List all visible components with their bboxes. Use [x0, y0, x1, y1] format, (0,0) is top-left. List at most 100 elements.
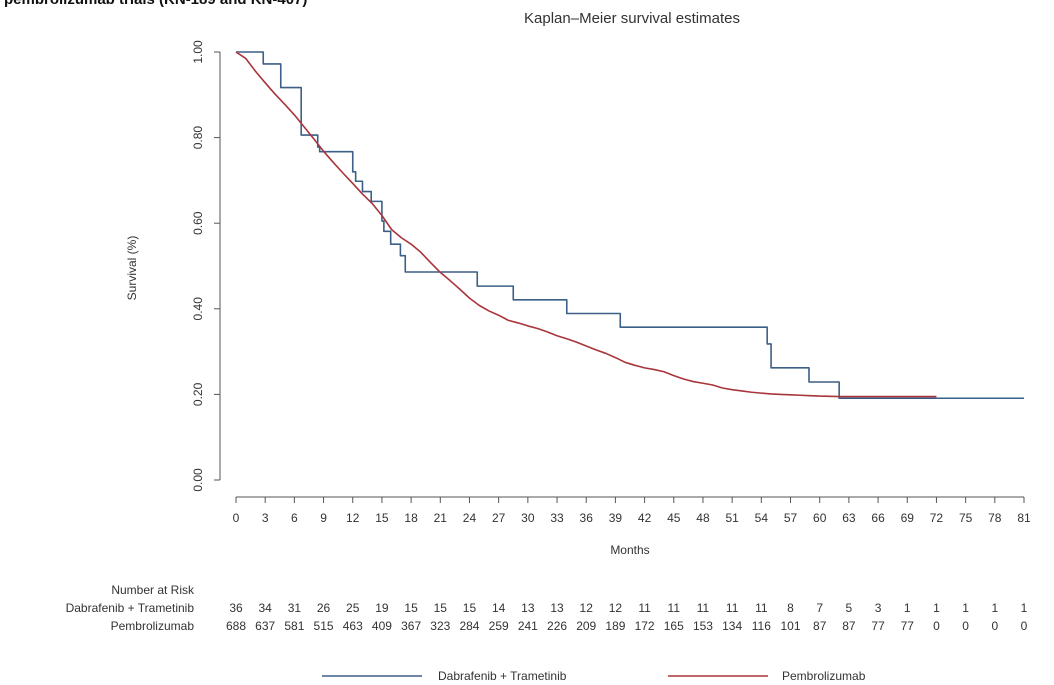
y-tick-label: 0.40	[191, 297, 205, 321]
x-axis-label: Months	[610, 543, 649, 557]
risk-cell: 259	[489, 619, 509, 633]
risk-cell: 323	[430, 619, 450, 633]
x-tick-label: 42	[638, 511, 652, 525]
risk-cell: 8	[787, 601, 794, 615]
risk-cell: 77	[871, 619, 885, 633]
x-tick-label: 48	[696, 511, 710, 525]
risk-table: Dabrafenib + Trametinib 36 34 31 26 25 19 15 15 1…	[66, 601, 1028, 633]
risk-cell: 12	[580, 601, 594, 615]
x-tick-label: 39	[609, 511, 623, 525]
series-layer	[235, 51, 1024, 400]
risk-cell: 0	[933, 619, 940, 633]
risk-cell: 367	[401, 619, 421, 633]
risk-cell: 189	[605, 619, 625, 633]
y-axis-label: Survival (%)	[125, 236, 139, 301]
y-tick-label: 1.00	[191, 40, 205, 64]
x-tick-label: 45	[667, 511, 681, 525]
risk-cell: 1	[991, 601, 998, 615]
risk-cell: 209	[576, 619, 596, 633]
x-tick-label: 81	[1017, 511, 1031, 525]
x-tick-label: 72	[930, 511, 944, 525]
risk-cell: 87	[813, 619, 827, 633]
x-axis-ticks: 0 3 6 9 12 15 18 21 24 27 30 33 36 39 42 45 48 51 54 57 60 63…	[233, 497, 1031, 525]
risk-cell: 11	[755, 601, 768, 615]
risk-cell: 1	[933, 601, 940, 615]
risk-cell: 15	[463, 601, 477, 615]
risk-cell: 5	[846, 601, 853, 615]
risk-cell: 153	[693, 619, 713, 633]
x-tick-label: 9	[320, 511, 327, 525]
risk-cell: 172	[635, 619, 655, 633]
risk-cell: 1	[962, 601, 969, 615]
risk-cell: 241	[518, 619, 538, 633]
risk-cell: 14	[492, 601, 506, 615]
x-tick-label: 69	[901, 511, 915, 525]
x-tick-label: 24	[463, 511, 477, 525]
risk-cell: 0	[1021, 619, 1028, 633]
risk-cell: 0	[962, 619, 969, 633]
risk-cell: 15	[434, 601, 448, 615]
risk-cell: 3	[875, 601, 882, 615]
risk-cell: 637	[255, 619, 275, 633]
risk-cell: 11	[697, 601, 710, 615]
chart-legend: Dabrafenib + Trametinib Pembrolizumab	[322, 669, 866, 683]
x-tick-label: 30	[521, 511, 535, 525]
risk-cell: 12	[609, 601, 623, 615]
x-tick-label: 18	[404, 511, 418, 525]
x-tick-label: 66	[871, 511, 885, 525]
risk-row-label: Dabrafenib + Trametinib	[66, 601, 195, 615]
x-tick-label: 78	[988, 511, 1002, 525]
x-tick-label: 6	[291, 511, 298, 525]
risk-cell: 34	[259, 601, 273, 615]
y-tick-label: 0.80	[191, 126, 205, 150]
risk-cell: 11	[638, 601, 651, 615]
x-tick-label: 60	[813, 511, 827, 525]
risk-cell: 77	[901, 619, 915, 633]
risk-cell: 19	[375, 601, 389, 615]
risk-cell: 31	[288, 601, 302, 615]
risk-cell: 688	[226, 619, 246, 633]
risk-cell: 284	[459, 619, 479, 633]
x-tick-label: 54	[755, 511, 769, 525]
risk-cell: 463	[343, 619, 363, 633]
risk-cell: 581	[284, 619, 304, 633]
x-tick-label: 0	[233, 511, 240, 525]
risk-cell: 1	[904, 601, 911, 615]
page-heading-fragment: pembrolizumab trials (KN-189 and KN-407)	[4, 0, 307, 8]
y-tick-label: 0.00	[191, 468, 205, 492]
y-tick-label: 0.60	[191, 211, 205, 235]
chart-title: Kaplan–Meier survival estimates	[524, 10, 740, 27]
risk-cell: 1	[1021, 601, 1028, 615]
risk-cell: 226	[547, 619, 567, 633]
x-tick-label: 21	[434, 511, 448, 525]
x-tick-label: 75	[959, 511, 973, 525]
risk-cell: 101	[781, 619, 801, 633]
x-tick-label: 63	[842, 511, 856, 525]
risk-cell: 7	[816, 601, 823, 615]
risk-cell: 25	[346, 601, 360, 615]
x-tick-label: 3	[262, 511, 269, 525]
risk-cell: 134	[722, 619, 742, 633]
risk-cell: 26	[317, 601, 331, 615]
x-tick-label: 27	[492, 511, 506, 525]
legend-label: Dabrafenib + Trametinib	[438, 669, 567, 683]
series-line-pembrolizumab	[235, 51, 937, 398]
risk-cell: 87	[842, 619, 856, 633]
x-tick-label: 51	[725, 511, 739, 525]
x-tick-label: 33	[550, 511, 564, 525]
risk-cell: 11	[726, 601, 739, 615]
risk-cell: 36	[229, 601, 243, 615]
x-tick-label: 57	[784, 511, 798, 525]
risk-cell: 409	[372, 619, 392, 633]
risk-table-header: Number at Risk	[111, 583, 195, 597]
risk-cell: 11	[668, 601, 681, 615]
x-tick-label: 15	[375, 511, 389, 525]
risk-cell: 165	[664, 619, 684, 633]
x-tick-label: 36	[580, 511, 594, 525]
risk-cell: 13	[550, 601, 564, 615]
legend-label: Pembrolizumab	[782, 669, 866, 683]
risk-cell: 515	[314, 619, 334, 633]
risk-cell: 13	[521, 601, 535, 615]
y-tick-label: 0.20	[191, 382, 205, 406]
